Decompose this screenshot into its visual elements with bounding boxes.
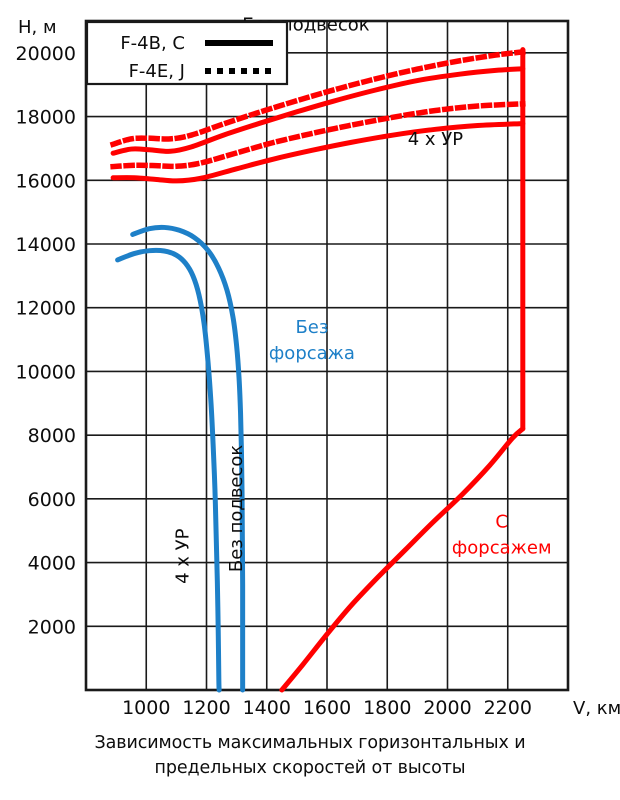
x-axis-label: V, км/ч bbox=[573, 698, 620, 719]
tick-labels: 2000 4000 6000 8000 10000 12000 14000 16000 1800… bbox=[16, 43, 532, 719]
series-line-7 bbox=[130, 224, 246, 693]
x-tick-label: 1000 bbox=[122, 697, 170, 719]
y-tick-label: 8000 bbox=[28, 425, 76, 447]
x-tick-label: 2200 bbox=[484, 697, 532, 719]
y-tick-label: 12000 bbox=[16, 298, 76, 320]
y-tick-label: 20000 bbox=[16, 43, 76, 65]
series-line-2 bbox=[110, 121, 526, 184]
y-tick-label: 6000 bbox=[28, 489, 76, 511]
figure-caption: Зависимость максимальных горизонтальных … bbox=[30, 731, 590, 781]
y-tick-label: 4000 bbox=[28, 553, 76, 575]
legend-label-1: F-4E, J bbox=[129, 61, 185, 82]
series-line-3 bbox=[110, 100, 526, 170]
legend-label-0: F-4B, C bbox=[120, 33, 185, 54]
legend-box bbox=[85, 20, 289, 86]
x-tick-label: 1200 bbox=[182, 697, 230, 719]
series-line-1 bbox=[109, 48, 526, 148]
y-tick-label: 16000 bbox=[16, 170, 76, 192]
x-tick-label: 2000 bbox=[423, 697, 471, 719]
plot-frame bbox=[84, 19, 570, 692]
y-tick-label: 14000 bbox=[16, 234, 76, 256]
annotation-label-4: 4 x УР bbox=[172, 528, 193, 584]
annotations: Без подвесок 4 x УР Без форсажа С форсажем 4 x… bbox=[172, 15, 551, 584]
axis-titles: H, м V, км/ч bbox=[18, 17, 620, 719]
annotation-label-2: Без форсажа bbox=[269, 317, 355, 364]
x-tick-label: 1600 bbox=[303, 697, 351, 719]
x-tick-label: 1800 bbox=[363, 697, 411, 719]
data-series bbox=[109, 47, 526, 693]
series-line-0 bbox=[110, 66, 526, 156]
caption-line-2: предельных скоростей от высоты bbox=[154, 757, 466, 778]
x-tick-label: 1400 bbox=[243, 697, 291, 719]
caption-line-1: Зависимость максимальных горизонтальных … bbox=[94, 733, 526, 753]
plot-border bbox=[84, 19, 570, 692]
y-axis-label: H, м bbox=[18, 17, 57, 38]
series-line-5 bbox=[279, 426, 526, 693]
y-tick-label: 18000 bbox=[16, 107, 76, 129]
y-tick-label: 2000 bbox=[28, 616, 76, 638]
series-line-6 bbox=[115, 247, 222, 693]
y-tick-label: 10000 bbox=[16, 361, 76, 383]
annotation-label-1: 4 x УР bbox=[408, 129, 464, 150]
annotation-label-5: Без подвесок bbox=[226, 445, 247, 573]
legend: F-4B, C F-4E, J bbox=[85, 20, 289, 86]
